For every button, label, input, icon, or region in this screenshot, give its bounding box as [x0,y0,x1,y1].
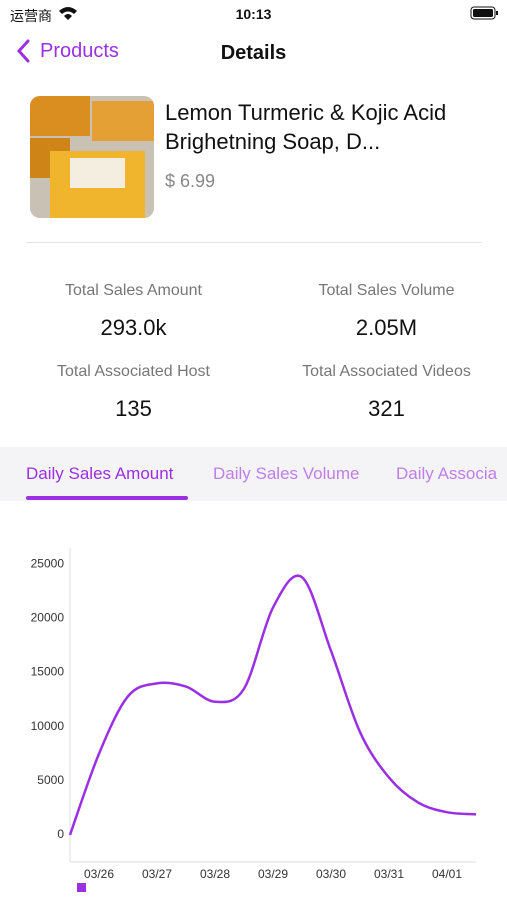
back-label: Products [40,39,119,62]
y-tick-label: 5000 [37,773,64,787]
x-tick-label: 03/31 [374,867,404,881]
legend-swatch [77,883,86,892]
back-button[interactable]: Products [14,38,119,64]
tab[interactable]: Daily Associa [396,464,498,483]
stat-value: 293.0k [100,315,167,340]
battery-icon [470,6,498,20]
x-tick-label: 03/27 [142,867,172,881]
nav-title: Details [220,42,287,64]
x-tick-label: 03/28 [200,867,230,881]
carrier: 运营商 [10,8,52,24]
x-tick-label: 04/01 [432,867,462,881]
tab-bar [0,447,507,501]
y-tick-label: 10000 [31,719,65,733]
time: 10:13 [235,6,272,22]
stat-label: Total Associated Videos [302,363,471,380]
chart: 0 5000 10000 15000 20000 25000 03/26 03/27 03/28… [31,548,477,892]
back-chevron [16,39,30,63]
y-tick-label: 0 [57,827,64,841]
line-series [68,574,477,836]
product-name: Lemon Turmeric & Kojic Acid Brighetning … [165,100,447,154]
divider [26,242,482,243]
x-tick-label: 03/29 [258,867,288,881]
tab-indicator [26,496,188,500]
y-tick-label: 20000 [31,611,65,625]
x-tick-label: 03/26 [84,867,114,881]
wifi-icon [59,7,77,20]
y-tick-label: 15000 [31,665,65,679]
stat-label: Total Sales Amount [65,282,202,299]
x-tick-label: 03/30 [316,867,346,881]
product-price: $ 6.99 [165,171,216,191]
stat-label: Total Associated Host [57,363,210,380]
tab[interactable]: Daily Sales Amount [26,464,174,483]
stat-label: Total Sales Volume [318,282,455,299]
stat-value: 321 [368,396,405,421]
y-tick-label: 25000 [31,556,65,570]
product-image [30,96,154,218]
tab[interactable]: Daily Sales Volume [213,464,360,483]
stat-value: 135 [115,396,152,421]
stat-value: 2.05M [355,315,418,340]
